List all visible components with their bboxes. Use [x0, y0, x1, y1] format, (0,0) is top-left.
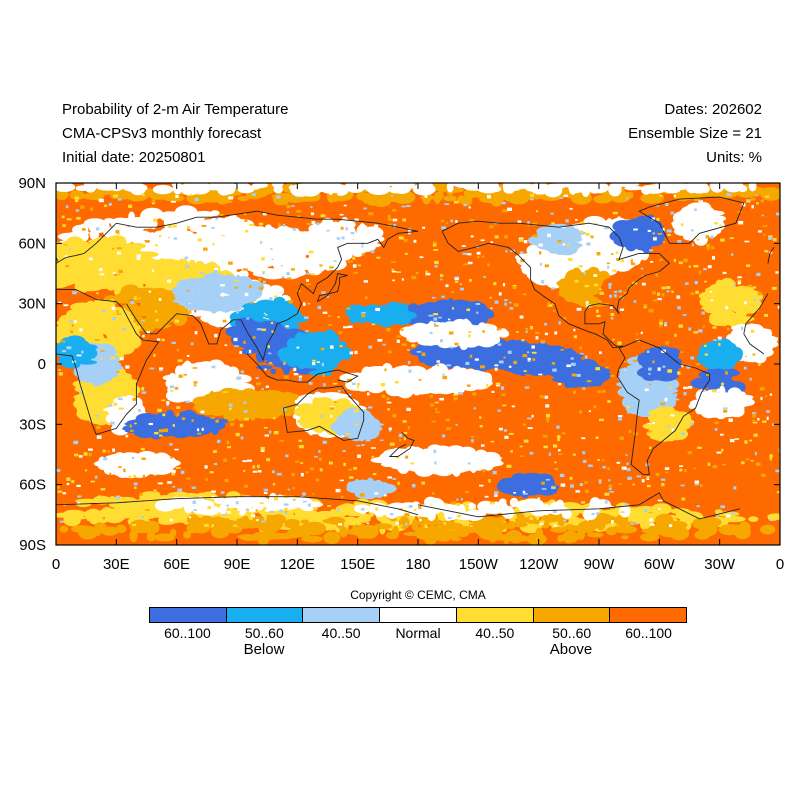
lat-tick-label: 90S: [19, 537, 46, 554]
legend-bin-label: 50..60: [552, 625, 592, 641]
prob-region: [339, 363, 493, 399]
coastline: [316, 272, 348, 303]
prob-region: [56, 335, 98, 369]
longitude-labels: 0 30E 60E 90E 120E 150E 180 150W 120W 90W 60W 30W 0: [52, 556, 784, 573]
lon-tick-label: 180: [405, 556, 430, 573]
initial-date: Initial date: 20250801: [62, 149, 206, 166]
prob-region: [192, 387, 302, 422]
coastline: [767, 247, 775, 264]
coastline: [743, 333, 765, 355]
lon-tick-label: 120E: [280, 556, 315, 573]
prob-region: [698, 277, 764, 329]
lat-tick-label: 30N: [18, 296, 46, 313]
coastline: [743, 293, 769, 334]
lon-tick-label: 150W: [459, 556, 499, 573]
units-label: Units: %: [706, 149, 762, 166]
coastline: [616, 339, 711, 476]
lat-tick-label: 90N: [18, 175, 46, 192]
prob-region: [171, 272, 265, 314]
legend-swatch: [380, 608, 457, 622]
lon-tick-label: 30E: [103, 556, 130, 573]
latitude-labels: 90N 60N 30N 0 30S 60S 90S: [18, 175, 46, 554]
lon-tick-label: 60W: [644, 556, 676, 573]
lon-tick-label: 150E: [340, 556, 375, 573]
prob-region: [56, 183, 757, 198]
prob-region: [59, 512, 776, 545]
coastline: [56, 289, 160, 435]
coastline: [417, 492, 740, 520]
coastline: [388, 432, 415, 457]
ensemble-size: Ensemble Size = 21: [628, 125, 762, 142]
coastlines: [56, 196, 775, 520]
legend-swatch: [456, 608, 534, 622]
legend-bin-label: 40..50: [475, 625, 515, 641]
legend-above-label: Above: [549, 641, 593, 658]
field-speckle: [56, 193, 780, 528]
coastline: [246, 353, 359, 383]
lat-tick-label: 60S: [19, 477, 46, 494]
coastline: [126, 230, 419, 362]
lon-tick-label: 90E: [224, 556, 251, 573]
lon-tick-label: 120W: [519, 556, 559, 573]
lon-tick-label: 90W: [584, 556, 616, 573]
prob-region: [345, 301, 417, 328]
legend: 60..100 50..60 40..50 Normal 40..50 50..60 60.…: [149, 607, 687, 658]
header-left: Probability of 2-m Air Temperature CMA-C…: [62, 98, 289, 170]
copyright-text: Copyright © CEMC, CMA: [350, 588, 486, 602]
coastline: [638, 196, 745, 244]
legend-swatch: [610, 608, 687, 622]
legend-swatch: [533, 608, 611, 622]
prob-region: [527, 223, 587, 256]
legend-bin-label: 60..100: [625, 625, 672, 641]
legend-below-label: Below: [243, 641, 285, 658]
prob-region: [696, 338, 744, 370]
map-title: Probability of 2-m Air Temperature: [62, 101, 289, 118]
legend-colorbar: [149, 607, 687, 623]
forecast-dates: Dates: 202602: [664, 101, 762, 118]
prob-region: [103, 284, 195, 334]
prob-region: [277, 329, 352, 377]
legend-bin-label: 60..100: [164, 625, 211, 641]
prob-region: [688, 385, 755, 420]
coastline: [56, 210, 419, 264]
lon-tick-label: 30W: [704, 556, 736, 573]
legend-labels: 60..100 50..60 40..50 Normal 40..50 50..60 60.…: [149, 625, 687, 641]
legend-swatch: [303, 608, 381, 622]
coastline: [441, 220, 671, 349]
prob-region: [370, 444, 504, 477]
axis-ticks: [55, 182, 781, 546]
lat-tick-label: 0: [38, 356, 46, 373]
lat-tick-label: 30S: [19, 416, 46, 433]
prob-region: [642, 406, 695, 442]
lon-tick-label: 60E: [163, 556, 190, 573]
legend-bin-label: 50..60: [244, 625, 284, 641]
coastline: [56, 496, 419, 516]
lon-tick-label: 0: [52, 556, 60, 573]
legend-swatch: [226, 608, 304, 622]
prob-region: [547, 359, 614, 389]
coastline: [282, 385, 365, 441]
header-right: Dates: 202602 Ensemble Size = 21 Units: …: [628, 98, 762, 170]
prob-region: [56, 235, 161, 293]
lat-tick-label: 60N: [18, 235, 46, 252]
prob-region: [93, 451, 181, 479]
legend-swatch: [150, 608, 227, 622]
lon-tick-label: 0: [776, 556, 784, 573]
legend-bin-label: Normal: [395, 625, 441, 641]
model-name: CMA-CPSv3 monthly forecast: [62, 125, 262, 142]
map-field: [56, 183, 780, 545]
legend-bin-label: 40..50: [321, 625, 361, 641]
